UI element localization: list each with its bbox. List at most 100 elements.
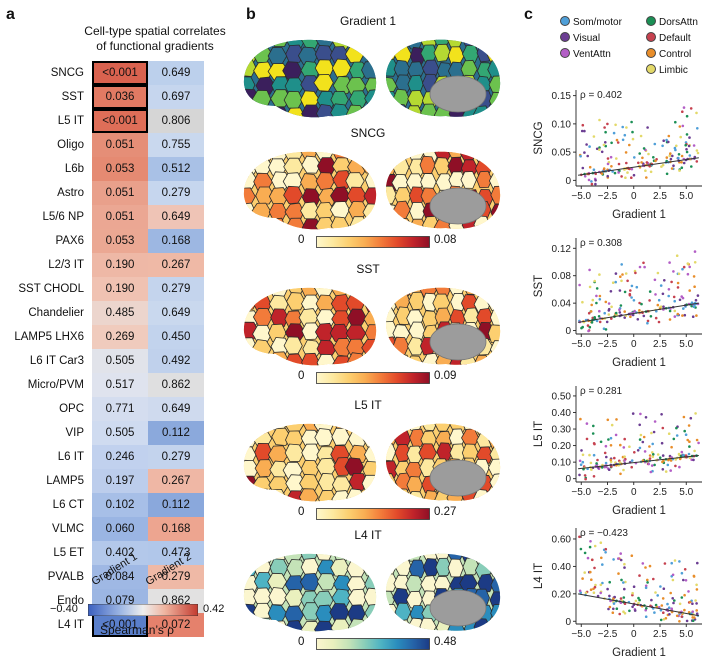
data-point (641, 562, 645, 565)
spearman-label: Spearman’s ρ (100, 623, 174, 637)
data-point (648, 290, 652, 293)
gradient2-cell: 0.755 (148, 133, 204, 157)
gradient1-cell: 0.051 (92, 205, 148, 229)
data-point (608, 580, 611, 584)
scatter-plot: 0 0.05 0.10 0.15 −5.0 −2.5 0 2.5 5.0 Gradient 1 SN… (533, 90, 702, 221)
data-point (664, 470, 668, 473)
data-point (600, 466, 604, 469)
data-point (665, 156, 669, 159)
data-point (604, 300, 608, 304)
data-point (673, 299, 676, 303)
y-axis-label: L5 IT (533, 421, 545, 447)
data-point (644, 416, 648, 419)
data-point (682, 578, 685, 582)
data-point (578, 473, 581, 477)
brain-colorbar (316, 638, 430, 650)
x-axis-label: Gradient 1 (612, 505, 666, 517)
data-point (633, 451, 636, 454)
data-point (607, 468, 611, 471)
data-point (581, 460, 585, 464)
gradient2-cell: 0.267 (148, 469, 204, 493)
data-point (615, 157, 618, 160)
data-point (590, 468, 593, 471)
data-point (638, 574, 641, 577)
data-point (687, 590, 690, 593)
data-point (688, 136, 691, 139)
data-point (593, 279, 596, 283)
data-point (584, 591, 588, 595)
scatter-plot: 0 0.20 0.40 0.60 −5.0 −2.5 0 2.5 5.0 Gradient 1 L4… (533, 528, 702, 659)
data-point (587, 178, 591, 182)
x-tick-label: −5.0 (571, 487, 591, 498)
data-point (592, 135, 596, 138)
data-point (638, 598, 641, 602)
data-point (638, 309, 641, 312)
data-point (619, 275, 622, 278)
data-point (607, 307, 611, 311)
data-point (632, 173, 636, 177)
data-point (585, 422, 589, 425)
data-point (617, 162, 621, 166)
data-point (605, 320, 609, 324)
data-point (645, 161, 649, 164)
data-point (592, 475, 596, 478)
brain-colorbar-min: 0 (298, 370, 305, 382)
data-point (612, 131, 616, 135)
data-point (659, 608, 663, 612)
row-label: L5 IT (57, 115, 84, 127)
gradient1-cell: 0.051 (92, 133, 148, 157)
legend-item: Limbic (646, 64, 688, 76)
legend-item: Visual (560, 32, 600, 44)
legend-label: DorsAttn (659, 17, 698, 28)
data-point (643, 265, 646, 269)
legend-swatch (560, 32, 570, 42)
data-point (662, 611, 665, 614)
y-tick-label: 0.60 (552, 534, 572, 545)
data-point (615, 418, 618, 421)
data-point (592, 168, 596, 171)
data-point (606, 157, 610, 160)
data-point (644, 566, 647, 569)
data-point (647, 462, 651, 466)
gradient2-cell: 0.512 (148, 157, 204, 181)
data-point (668, 318, 672, 321)
gradient2-cell: 0.473 (148, 541, 204, 565)
data-point (584, 477, 587, 481)
data-point (650, 431, 653, 435)
data-point (654, 591, 657, 594)
data-point (607, 302, 611, 305)
data-point (634, 599, 638, 603)
data-point (691, 315, 695, 318)
data-point (598, 309, 601, 313)
data-point (604, 328, 608, 331)
data-point (680, 615, 684, 618)
data-point (641, 156, 644, 160)
fit-line (578, 455, 699, 470)
rho-annotation: ρ = −0.423 (580, 528, 628, 539)
data-point (665, 138, 668, 142)
data-point (609, 458, 613, 462)
data-point (592, 591, 596, 594)
gradient2-cell: 0.450 (148, 325, 204, 349)
brain-map-title: L4 IT (354, 528, 382, 542)
data-point (601, 563, 604, 566)
x-tick-label: 0 (631, 191, 637, 202)
brain-colorbar-max: 0.48 (434, 636, 457, 648)
data-point (617, 557, 620, 560)
row-label: L4 IT (57, 619, 84, 631)
data-point (598, 320, 602, 324)
data-point (660, 441, 664, 445)
data-point (579, 417, 582, 421)
data-point (590, 182, 594, 186)
brain-map-title: SST (356, 262, 380, 276)
rho-annotation: ρ = 0.308 (580, 238, 623, 249)
data-point (640, 161, 643, 164)
brain-surface-map (243, 287, 501, 366)
data-point (656, 594, 659, 597)
data-point (581, 577, 584, 580)
data-point (589, 461, 593, 465)
data-point (639, 433, 643, 437)
data-point (590, 180, 593, 183)
data-point (671, 578, 675, 582)
data-point (668, 154, 672, 158)
